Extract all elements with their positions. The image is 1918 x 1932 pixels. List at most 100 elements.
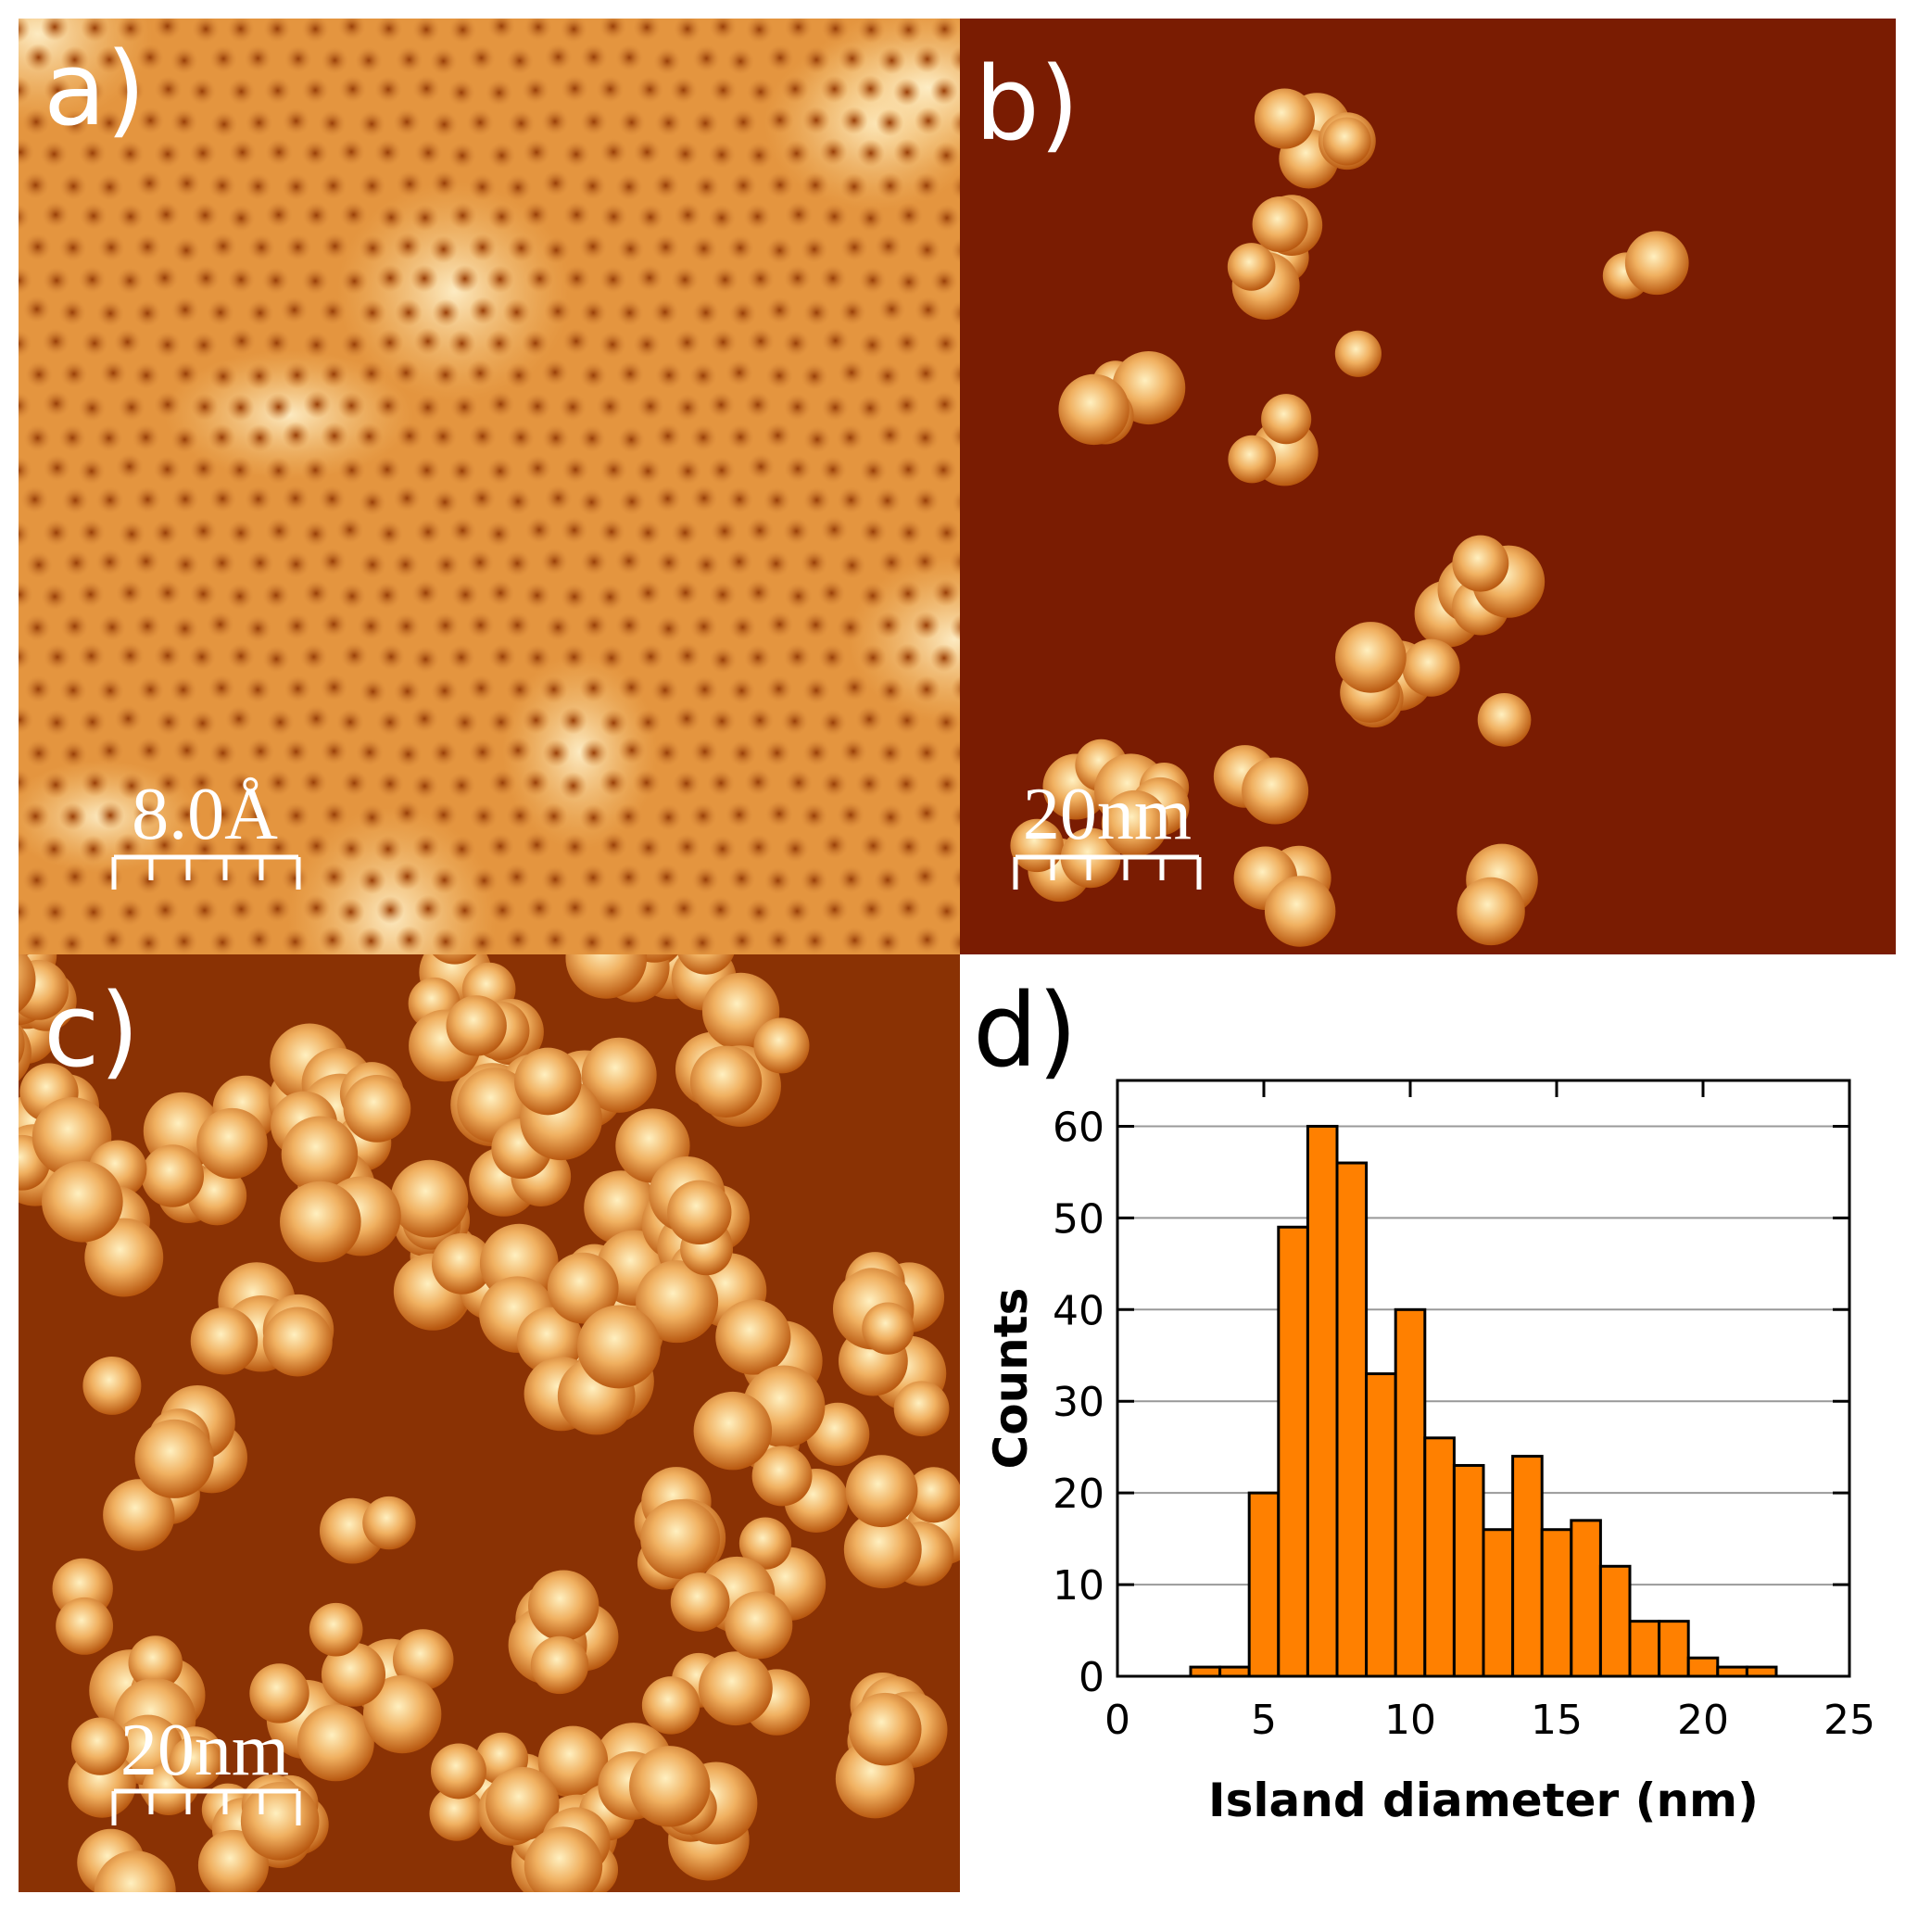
lattice-hole [373, 138, 402, 167]
lattice-hole [98, 612, 127, 641]
lattice-hole [877, 676, 905, 705]
lattice-hole [653, 422, 682, 450]
island [82, 1356, 142, 1415]
island [581, 1037, 657, 1113]
lattice-hole [133, 233, 162, 261]
lattice-hole [20, 485, 49, 513]
lattice-hole [726, 485, 754, 513]
island [698, 1651, 773, 1726]
island [640, 1499, 721, 1579]
lattice-hole [19, 266, 33, 295]
x-tick-label: 0 [1104, 1697, 1130, 1744]
lattice-hole [764, 800, 793, 828]
panel-label: b) [975, 44, 1079, 163]
lattice-hole [450, 708, 479, 737]
lattice-hole [355, 422, 384, 450]
lattice-hole [169, 676, 197, 704]
lattice-hole [929, 456, 958, 485]
island [565, 954, 648, 999]
lattice-hole [190, 896, 219, 925]
lattice-hole [873, 486, 902, 515]
island [1452, 535, 1509, 592]
lattice-hole [19, 580, 33, 609]
lattice-hole [23, 613, 52, 642]
lattice-hole [209, 44, 238, 73]
lattice-hole [58, 676, 87, 704]
lattice-hole [246, 423, 274, 452]
island [738, 1517, 792, 1570]
lattice-hole [486, 265, 514, 294]
lattice-hole [470, 866, 498, 895]
lattice-hole [395, 422, 423, 450]
island [528, 1570, 599, 1641]
lattice-hole [821, 393, 850, 422]
lattice-hole [877, 549, 906, 577]
lattice-hole [876, 739, 904, 767]
lattice-hole [708, 580, 737, 609]
panel-label: d) [973, 971, 1078, 1090]
lattice-hole [949, 45, 960, 73]
lattice-hole [930, 19, 959, 44]
lattice-hole [355, 738, 384, 766]
lattice-hole [674, 201, 702, 230]
lattice-hole [226, 642, 255, 671]
lattice-hole [650, 676, 679, 704]
lattice-hole [337, 582, 366, 611]
lattice-hole [859, 517, 888, 546]
lattice-hole [707, 204, 736, 233]
island [845, 1455, 918, 1528]
lattice-hole [784, 768, 813, 797]
lattice-hole [744, 578, 773, 607]
lattice-hole [523, 643, 551, 672]
scale-bar [1013, 854, 1202, 890]
lattice-hole [765, 296, 794, 324]
lattice-hole [95, 45, 124, 74]
lattice-hole [170, 46, 198, 75]
lattice-hole [153, 641, 182, 670]
lattice-hole [79, 202, 107, 231]
lattice-hole [95, 486, 124, 514]
lattice-hole [650, 297, 679, 326]
y-axis-label: Counts [984, 1288, 1038, 1470]
lattice-hole [506, 423, 535, 452]
lattice-hole [691, 109, 720, 138]
lattice-hole [79, 835, 107, 864]
lattice-hole [282, 802, 310, 830]
lattice-hole [377, 642, 406, 671]
lattice-hole [877, 46, 906, 75]
x-tick-label: 10 [1384, 1697, 1436, 1744]
lattice-hole [542, 236, 571, 265]
lattice-hole [62, 549, 91, 577]
lattice-hole [448, 457, 476, 486]
lattice-hole [766, 44, 795, 72]
bar [1365, 1372, 1397, 1678]
lattice-hole [485, 79, 513, 107]
lattice-hole [468, 233, 497, 261]
lattice-hole [707, 390, 736, 419]
island [1457, 877, 1525, 946]
lattice-hole [951, 237, 960, 264]
island [169, 1736, 222, 1789]
island [262, 1307, 333, 1377]
lattice-hole [412, 456, 441, 485]
lattice-hole [42, 200, 70, 229]
lattice-hole [502, 298, 531, 327]
lattice-hole [578, 171, 607, 200]
lattice-hole [802, 486, 831, 514]
lattice-hole [636, 392, 664, 421]
lattice-hole [858, 581, 887, 610]
lattice-hole [432, 550, 461, 579]
lattice-hole [524, 19, 552, 42]
lattice-hole [542, 739, 571, 767]
lattice-hole [448, 201, 477, 230]
scale-bar [111, 854, 301, 890]
lattice-hole [303, 390, 332, 419]
lattice-hole [95, 108, 124, 137]
lattice-hole [358, 866, 386, 895]
island [524, 1826, 603, 1892]
lattice-hole [655, 360, 684, 389]
lattice-hole [747, 452, 776, 481]
lattice-hole [487, 202, 516, 231]
lattice-hole [579, 298, 608, 327]
lattice-hole [633, 330, 662, 359]
